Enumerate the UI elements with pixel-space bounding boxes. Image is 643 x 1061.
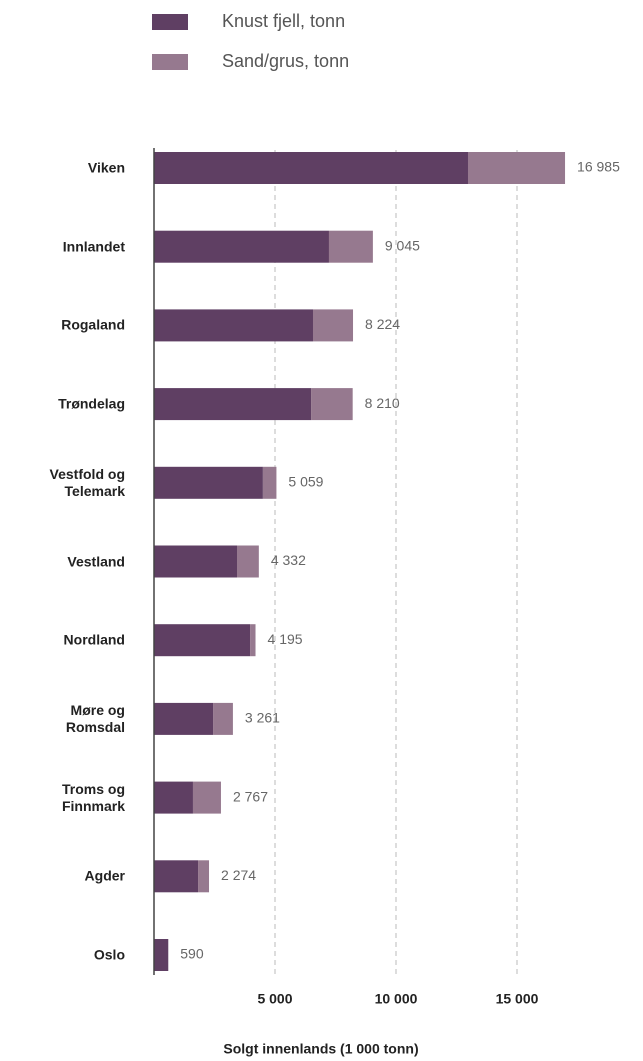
total-label: 590	[180, 946, 204, 962]
bar-segment	[467, 152, 566, 184]
y-tick-label: Vestfold og Telemark	[49, 465, 125, 499]
bar-segment	[328, 230, 373, 263]
y-tick-label: Vestland	[67, 553, 125, 569]
bar-segment	[154, 545, 238, 578]
x-axis-title: Solgt innenlands (1 000 tonn)	[223, 1041, 418, 1057]
bar-segment	[213, 702, 233, 735]
y-tick-label: Møre og Romsdal	[65, 701, 125, 735]
bar-segment	[311, 388, 353, 421]
total-label: 2 274	[221, 867, 256, 883]
bar-segment	[192, 781, 221, 814]
bar-segment	[154, 466, 263, 499]
x-tick-label: 5 000	[257, 991, 292, 1007]
bar-segment	[154, 309, 313, 342]
total-label: 5 059	[288, 474, 323, 490]
total-label: 2 767	[233, 788, 268, 804]
bar-segment	[154, 781, 193, 814]
bar-segment	[250, 624, 256, 657]
bar-segment	[312, 309, 354, 342]
legend-label: Knust fjell, tonn	[222, 11, 345, 31]
legend-swatch	[152, 54, 188, 70]
y-tick-label: Rogaland	[61, 316, 125, 333]
bar-segment	[262, 466, 277, 499]
total-label: 9 045	[385, 237, 420, 253]
x-tick-label: 15 000	[496, 991, 539, 1007]
y-tick-label: Oslo	[93, 946, 125, 963]
total-label: 8 224	[365, 316, 400, 332]
bar-segment	[198, 860, 210, 893]
bar-segment	[154, 230, 329, 263]
y-tick-label: Troms og Finnmark	[61, 780, 125, 814]
y-tick-label: Trøndelag	[58, 395, 125, 412]
bar-segment	[154, 939, 169, 971]
total-label: 8 210	[365, 395, 400, 411]
legend-swatch	[152, 14, 188, 30]
total-label: 16 985	[577, 159, 620, 175]
bar-segment	[154, 702, 214, 735]
bar-segment	[154, 152, 468, 184]
bar-segment	[154, 388, 312, 421]
bar-segment	[154, 860, 199, 893]
bar-segment	[237, 545, 259, 578]
legend-label: Sand/grus, tonn	[222, 51, 349, 71]
y-tick-label: Nordland	[63, 631, 125, 648]
total-label: 3 261	[245, 710, 280, 726]
total-label: 4 332	[271, 552, 306, 568]
y-tick-label: Viken	[87, 159, 125, 176]
total-label: 4 195	[268, 631, 303, 647]
x-tick-label: 10 000	[375, 991, 418, 1007]
y-tick-label: Innlandet	[62, 238, 125, 255]
y-tick-label: Agder	[84, 867, 125, 884]
bar-segment	[154, 624, 251, 657]
